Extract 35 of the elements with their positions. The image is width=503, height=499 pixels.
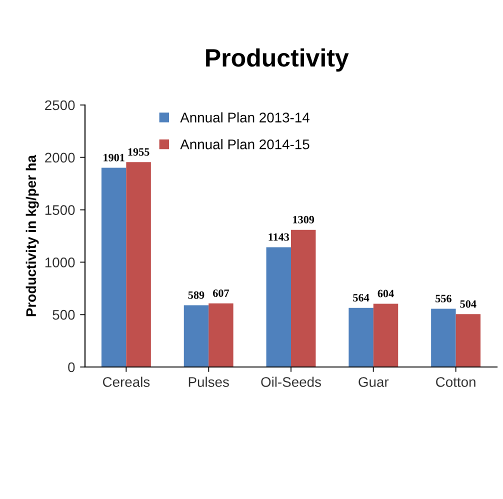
bar (456, 314, 481, 367)
legend-label: Annual Plan 2013-14 (180, 112, 310, 122)
y-tick-label: 500 (52, 310, 75, 320)
x-tick-label: Pulses (188, 376, 229, 387)
legend-label: Annual Plan 2014-15 (180, 139, 310, 150)
data-label: 564 (353, 294, 370, 302)
data-label: 1901 (104, 154, 124, 162)
data-label: 504 (460, 300, 476, 308)
y-tick-label: 1000 (45, 258, 75, 268)
x-tick-label: Cereals (102, 376, 150, 387)
x-tick-label: Guar (358, 377, 389, 387)
data-label: 1143 (268, 233, 290, 241)
data-label: 607 (213, 289, 230, 297)
bar (431, 308, 456, 367)
bar (208, 303, 234, 367)
bar (266, 247, 291, 367)
bar (126, 162, 151, 367)
y-axis-title: Productivity in kg/per ha (26, 154, 39, 316)
data-label: 1955 (128, 148, 150, 156)
x-tick-label: Cotton (436, 377, 476, 387)
x-tick-label: Oil-Seeds (261, 376, 321, 387)
chart-title: Productivity (206, 48, 349, 72)
data-label: 556 (436, 294, 452, 302)
bar (348, 308, 374, 367)
y-tick-label: 2500 (45, 100, 75, 110)
data-label: 604 (378, 290, 394, 298)
y-tick-label: 2000 (45, 152, 75, 163)
bar (184, 305, 209, 367)
data-label: 589 (188, 291, 204, 299)
bar (101, 168, 126, 367)
bar (291, 230, 316, 367)
y-tick-label: 1500 (45, 205, 75, 215)
data-label: 1309 (293, 216, 314, 224)
y-tick-label: 0 (68, 362, 75, 372)
bar (373, 304, 398, 367)
